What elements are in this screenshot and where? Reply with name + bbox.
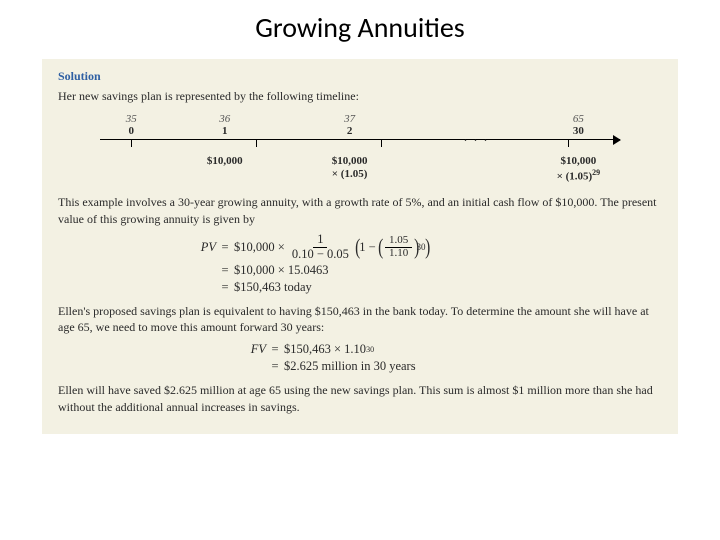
timeline-tick (131, 139, 132, 147)
timeline-tick (568, 139, 569, 147)
age-cell: 65 (537, 113, 620, 125)
period-cell: 0 (100, 125, 162, 137)
slide-title: Growing Annuities (0, 0, 720, 59)
age-cell: 36 (162, 113, 287, 125)
pv-ratio: 1.05 1.10 (385, 235, 412, 259)
value-line1: $10,000 (537, 155, 620, 168)
pv-equation: PV = $10,000 × 1 0.10 − 0.05 ( 1 − ( 1.0… (58, 233, 662, 294)
solution-label: Solution (58, 69, 662, 84)
period-cell: 30 (537, 125, 620, 137)
timeline-values-row: $10,000 $10,000 × (1.05) $10,000 × (1.05… (100, 155, 620, 184)
para1: This example involves a 30-year growing … (58, 194, 662, 228)
timeline-arrowhead (613, 135, 621, 145)
value-cell: $10,000 × (1.05)29 (537, 155, 620, 184)
value-cell: $10,000 × (1.05) (287, 155, 412, 184)
value-line2: × (1.05) (287, 168, 412, 181)
period-cell: 2 (287, 125, 412, 137)
value-line1: $10,000 (287, 155, 412, 168)
value-line2: × (1.05)29 (537, 168, 620, 184)
timeline-tick (381, 139, 382, 147)
period-cell: 1 (162, 125, 287, 137)
age-cell: 35 (100, 113, 162, 125)
value-cell: $10,000 (162, 155, 287, 184)
timeline-tick (256, 139, 257, 147)
fv-line2: = $2.625 million in 30 years (58, 359, 662, 374)
timeline-ages-row: 35 36 37 65 (100, 113, 620, 125)
para3: Ellen will have saved $2.625 million at … (58, 382, 662, 416)
timeline: 35 36 37 65 0 1 2 30 . . . $10,000 (100, 113, 620, 184)
para2: Ellen's proposed savings plan is equival… (58, 303, 662, 337)
age-cell: 37 (287, 113, 412, 125)
solution-box: Solution Her new savings plan is represe… (42, 59, 678, 434)
value-line1: $10,000 (162, 155, 287, 168)
timeline-periods-row: 0 1 2 30 (100, 125, 620, 137)
pv-line2: = $10,000 × 15.0463 (58, 263, 662, 278)
pv-frac1: 1 0.10 − 0.05 (288, 233, 353, 260)
timeline-line: . . . (100, 139, 620, 153)
fv-line1: FV = $150,463 × 1.1030 (58, 342, 662, 357)
pv-line1: PV = $10,000 × 1 0.10 − 0.05 ( 1 − ( 1.0… (58, 233, 662, 260)
timeline-ellipsis: . . . (464, 130, 489, 145)
pv-line3: = $150,463 today (58, 280, 662, 295)
fv-equation: FV = $150,463 × 1.1030 = $2.625 million … (58, 342, 662, 374)
intro-text: Her new savings plan is represented by t… (58, 88, 662, 105)
